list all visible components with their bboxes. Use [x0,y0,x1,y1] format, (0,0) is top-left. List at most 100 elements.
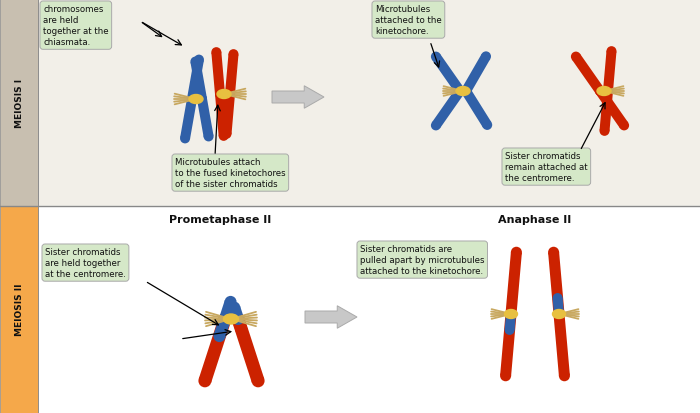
Polygon shape [462,89,491,128]
Circle shape [554,309,564,320]
Ellipse shape [505,310,517,319]
Circle shape [198,375,211,387]
Circle shape [431,121,441,131]
Text: MEIOSIS I: MEIOSIS I [15,78,24,127]
Circle shape [236,325,248,337]
Circle shape [552,293,563,303]
Polygon shape [197,99,214,138]
Bar [0,0,38,206]
Text: chromosomes
are held
together at the
chiasmata.: chromosomes are held together at the chi… [43,5,108,47]
Polygon shape [232,317,247,332]
Polygon shape [190,62,207,101]
Circle shape [606,47,617,57]
Polygon shape [199,317,231,383]
FancyArrow shape [305,306,357,328]
Text: Anaphase II: Anaphase II [498,214,572,224]
Polygon shape [225,55,239,95]
Circle shape [599,126,610,137]
Polygon shape [432,55,464,95]
Polygon shape [603,52,617,92]
Circle shape [219,313,231,325]
Polygon shape [215,94,229,137]
Polygon shape [552,298,564,315]
Circle shape [482,121,492,131]
Polygon shape [500,314,517,376]
Circle shape [215,90,225,100]
Circle shape [214,330,225,342]
Circle shape [461,87,471,97]
Polygon shape [548,252,564,315]
Circle shape [595,87,605,97]
Text: Sister chromatids
are held together
at the centromere.: Sister chromatids are held together at t… [45,247,126,278]
Polygon shape [187,59,204,101]
Polygon shape [505,314,516,330]
Circle shape [571,52,581,62]
Polygon shape [572,55,604,95]
Polygon shape [462,55,490,94]
Text: Sister chromatids are
pulled apart by microtubules
attached to the kinetochore.: Sister chromatids are pulled apart by mi… [360,244,484,275]
Circle shape [215,90,225,100]
Circle shape [225,90,235,100]
Bar [0,206,700,413]
Circle shape [461,87,471,97]
Circle shape [505,309,517,320]
Circle shape [559,370,570,381]
Circle shape [228,50,239,60]
Polygon shape [505,252,522,315]
Circle shape [505,325,514,335]
Circle shape [221,130,232,140]
Circle shape [232,313,244,326]
Ellipse shape [223,314,239,324]
Circle shape [603,87,613,97]
Circle shape [187,95,197,105]
Circle shape [211,48,221,58]
Circle shape [548,247,559,258]
Text: Sister chromatids
remain attached at
the centromere.: Sister chromatids remain attached at the… [505,152,587,183]
Circle shape [455,87,465,97]
Circle shape [197,95,207,105]
Circle shape [506,309,516,319]
Text: MEIOSIS II: MEIOSIS II [15,283,24,335]
Text: Microtubules
attached to the
kinetochore.: Microtubules attached to the kinetochore… [375,5,442,36]
Ellipse shape [189,95,203,104]
Circle shape [619,121,629,131]
Bar [0,0,700,206]
Circle shape [218,313,232,326]
Polygon shape [211,52,225,95]
Circle shape [455,87,465,97]
Polygon shape [599,91,613,132]
Ellipse shape [456,87,470,96]
Circle shape [595,87,605,97]
Circle shape [505,309,517,320]
Circle shape [554,309,564,319]
Ellipse shape [217,90,231,99]
Text: Prometaphase II: Prometaphase II [169,214,271,224]
Polygon shape [229,306,244,321]
Text: Microtubules attach
to the fused kinetochores
of the sister chromatids: Microtubules attach to the fused kinetoc… [175,158,286,189]
Ellipse shape [597,87,611,96]
Circle shape [251,375,265,387]
Polygon shape [219,300,237,321]
Polygon shape [221,94,235,135]
Circle shape [232,313,244,325]
Circle shape [225,296,237,308]
Polygon shape [232,317,265,383]
Circle shape [194,55,204,65]
Circle shape [228,302,240,314]
Polygon shape [554,314,570,376]
Circle shape [197,95,207,105]
Circle shape [232,313,244,325]
Circle shape [187,95,197,105]
Circle shape [431,52,441,62]
Polygon shape [596,89,628,129]
Circle shape [481,52,491,62]
Polygon shape [214,317,231,338]
FancyArrow shape [272,87,324,109]
Polygon shape [432,89,464,129]
Circle shape [204,132,214,142]
Circle shape [219,313,231,325]
Ellipse shape [552,310,566,319]
Circle shape [190,57,200,67]
Circle shape [511,247,522,258]
Circle shape [225,90,235,100]
